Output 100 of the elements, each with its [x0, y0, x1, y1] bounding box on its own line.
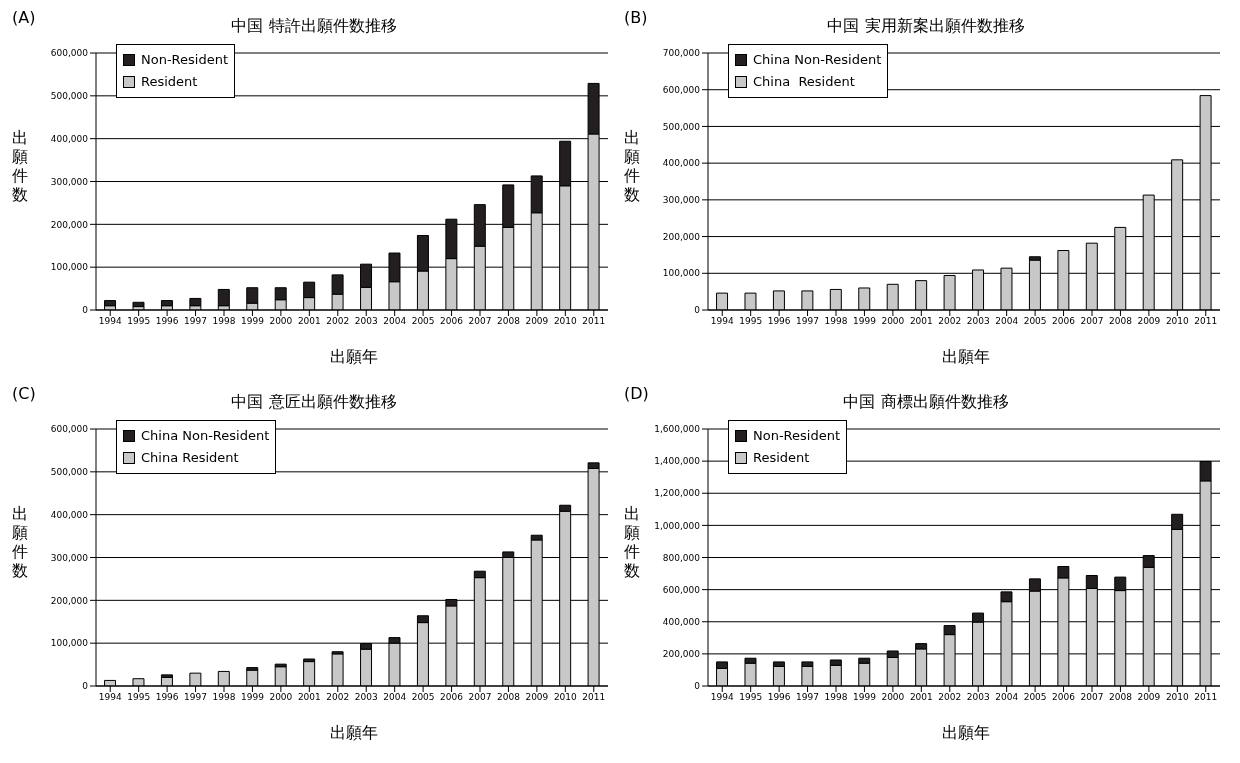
- y-axis-title: 出願件数: [624, 504, 640, 580]
- legend-label: Non-Resident: [753, 427, 841, 445]
- chart-title: 中国 特許出願件数推移: [231, 16, 397, 35]
- x-tick-label: 2010: [1165, 316, 1190, 327]
- x-tick-label: 2004: [383, 316, 407, 327]
- x-tick-label: 2005: [411, 316, 435, 327]
- x-tick-label: 1997: [184, 692, 208, 703]
- x-tick-label: 1995: [739, 316, 763, 327]
- y-tick-label: 600,000: [50, 424, 89, 435]
- x-axis-title: 出願年: [329, 723, 379, 744]
- x-tick-label: 2004: [995, 692, 1019, 703]
- x-tick-label: 2010: [1165, 692, 1190, 703]
- y-tick-label: 100,000: [50, 262, 89, 273]
- x-tick-label: 2008: [496, 316, 521, 327]
- chart-title: 中国 実用新案出願件数推移: [827, 16, 1025, 35]
- x-tick-label: 1994: [98, 316, 122, 327]
- x-tick-label: 2000: [269, 692, 293, 703]
- x-tick-label: 1998: [824, 316, 848, 327]
- y-tick-label: 200,000: [50, 219, 89, 230]
- chart-title: 中国 商標出願件数推移: [843, 392, 1009, 411]
- legend-label: Resident: [753, 449, 810, 467]
- legend-label: China Resident: [141, 449, 239, 467]
- y-tick-label: 600,000: [662, 584, 701, 595]
- x-tick-label: 2002: [326, 316, 350, 327]
- x-tick-label: 1998: [212, 692, 236, 703]
- x-tick-label: 2007: [1080, 316, 1104, 327]
- y-tick-label: 400,000: [50, 509, 89, 520]
- chart-title: 中国 意匠出願件数推移: [231, 392, 397, 411]
- x-tick-label: 2008: [1108, 692, 1133, 703]
- x-tick-label: 1997: [796, 316, 820, 327]
- text: (B): [624, 8, 648, 27]
- x-tick-label: 1994: [710, 692, 734, 703]
- x-tick-label: 2005: [411, 692, 435, 703]
- x-tick-label: 2010: [553, 316, 578, 327]
- y-tick-label: 0: [694, 305, 701, 316]
- x-tick-label: 2006: [440, 692, 464, 703]
- text: (D): [624, 384, 649, 403]
- x-tick-label: 1994: [98, 692, 122, 703]
- x-tick-label: 2009: [1137, 692, 1161, 703]
- x-tick-label: 2011: [582, 316, 606, 327]
- y-tick-label: 1,600,000: [654, 424, 701, 435]
- x-tick-label: 2004: [995, 316, 1019, 327]
- x-tick-label: 2002: [938, 316, 962, 327]
- x-tick-label: 1996: [767, 316, 791, 327]
- y-tick-label: 100,000: [662, 268, 701, 279]
- x-axis-title: 出願年: [941, 723, 991, 744]
- y-tick-label: 500,000: [50, 91, 89, 102]
- x-tick-label: 2003: [354, 316, 378, 327]
- y-tick-label: 0: [694, 681, 701, 692]
- x-axis-title: 出願年: [941, 347, 991, 368]
- x-tick-label: 1996: [767, 692, 791, 703]
- y-tick-label: 600,000: [662, 84, 701, 95]
- x-tick-label: 2005: [1023, 316, 1047, 327]
- x-tick-label: 1999: [240, 316, 265, 327]
- x-tick-label: 1999: [240, 692, 265, 703]
- x-tick-label: 2009: [525, 316, 549, 327]
- x-tick-label: 1999: [852, 316, 877, 327]
- x-tick-label: 2010: [553, 692, 578, 703]
- y-tick-label: 0: [82, 305, 89, 316]
- x-tick-label: 1994: [710, 316, 734, 327]
- y-tick-label: 400,000: [50, 133, 89, 144]
- x-tick-label: 2001: [909, 316, 933, 327]
- x-tick-label: 1995: [127, 692, 151, 703]
- x-tick-label: 2001: [297, 692, 321, 703]
- legend-label: Non-Resident: [141, 51, 229, 69]
- y-tick-label: 400,000: [662, 158, 701, 169]
- x-tick-label: 2008: [496, 692, 521, 703]
- y-tick-label: 1,200,000: [654, 488, 701, 499]
- x-tick-label: 2002: [938, 692, 962, 703]
- x-tick-label: 2006: [1052, 316, 1076, 327]
- x-tick-label: 2011: [1194, 692, 1218, 703]
- x-tick-label: 2001: [909, 692, 933, 703]
- legend-label: China Resident: [753, 73, 855, 91]
- x-tick-label: 2001: [297, 316, 321, 327]
- y-tick-label: 300,000: [662, 195, 701, 206]
- y-tick-label: 600,000: [50, 48, 89, 59]
- x-tick-label: 2011: [582, 692, 606, 703]
- y-axis-title: 出願件数: [12, 504, 28, 580]
- text: (A): [12, 8, 36, 27]
- x-tick-label: 2009: [1137, 316, 1161, 327]
- x-tick-label: 2000: [881, 692, 905, 703]
- x-tick-label: 2007: [468, 316, 492, 327]
- x-tick-label: 1995: [739, 692, 763, 703]
- y-tick-label: 200,000: [50, 595, 89, 606]
- y-tick-label: 200,000: [662, 649, 701, 660]
- x-tick-label: 1995: [127, 316, 151, 327]
- x-tick-label: 2006: [1052, 692, 1076, 703]
- y-axis-title: 出願件数: [624, 128, 640, 204]
- y-tick-label: 200,000: [662, 231, 701, 242]
- x-tick-label: 1997: [796, 692, 820, 703]
- x-tick-label: 1996: [155, 692, 179, 703]
- x-tick-label: 1999: [852, 692, 877, 703]
- x-axis-title: 出願年: [329, 347, 379, 368]
- x-tick-label: 2011: [1194, 316, 1218, 327]
- y-tick-label: 500,000: [50, 467, 89, 478]
- y-tick-label: 500,000: [662, 121, 701, 132]
- x-tick-label: 2007: [468, 692, 492, 703]
- x-tick-label: 2004: [383, 692, 407, 703]
- x-tick-label: 2005: [1023, 692, 1047, 703]
- x-tick-label: 2000: [881, 316, 905, 327]
